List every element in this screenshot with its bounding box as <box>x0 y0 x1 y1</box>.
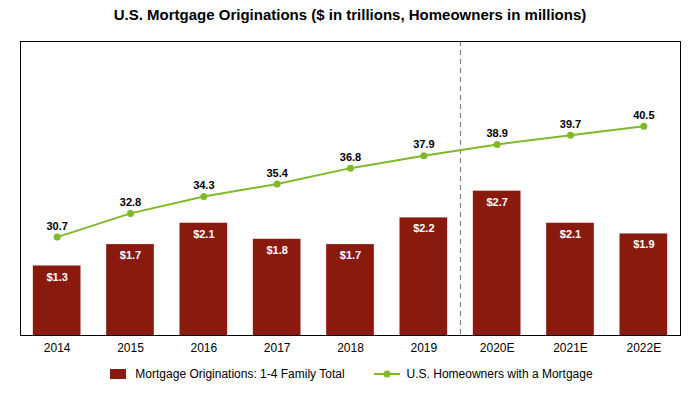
svg-text:$1.9: $1.9 <box>633 238 654 250</box>
svg-text:35.4: 35.4 <box>266 166 288 178</box>
svg-text:$1.7: $1.7 <box>120 249 141 261</box>
svg-text:32.8: 32.8 <box>120 196 141 208</box>
svg-text:2017: 2017 <box>264 341 291 355</box>
svg-text:39.7: 39.7 <box>560 118 581 130</box>
svg-text:2014: 2014 <box>44 341 71 355</box>
svg-text:2021E: 2021E <box>553 341 588 355</box>
svg-text:2022E: 2022E <box>626 341 661 355</box>
svg-text:$1.8: $1.8 <box>266 244 287 256</box>
svg-text:34.3: 34.3 <box>193 179 214 191</box>
svg-text:37.9: 37.9 <box>413 138 434 150</box>
svg-text:2015: 2015 <box>117 341 144 355</box>
svg-text:40.5: 40.5 <box>633 109 654 121</box>
html-text:U.S. Mortgage Originations ($: U.S. Mortgage Originations ($ in trillio… <box>113 6 587 23</box>
svg-text:$1.3: $1.3 <box>46 271 67 283</box>
svg-text:36.8: 36.8 <box>340 151 361 163</box>
svg-text:38.9: 38.9 <box>486 127 507 139</box>
svg-text:2020E: 2020E <box>480 341 515 355</box>
svg-text:2016: 2016 <box>190 341 217 355</box>
html-text:U.S. Homeowners with a Mortgag: U.S. Homeowners with a Mortgage <box>406 367 593 381</box>
svg-text:$1.7: $1.7 <box>340 249 361 261</box>
svg-text:2018: 2018 <box>337 341 364 355</box>
svg-text:2019: 2019 <box>410 341 437 355</box>
svg-text:$2.1: $2.1 <box>560 228 581 240</box>
svg-text:30.7: 30.7 <box>46 220 67 232</box>
svg-text:$2.7: $2.7 <box>486 196 507 208</box>
svg-text:$2.1: $2.1 <box>193 228 214 240</box>
html-text:Mortgage Originations: 1-4 Fam: Mortgage Originations: 1-4 Family Total <box>135 367 345 381</box>
svg-text:$2.2: $2.2 <box>413 222 434 234</box>
